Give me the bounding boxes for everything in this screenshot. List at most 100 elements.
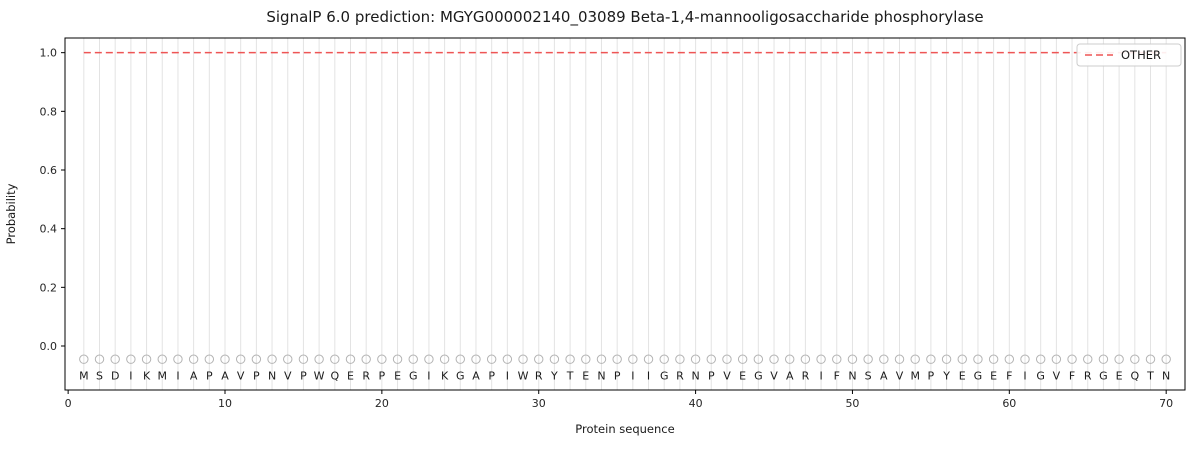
residue-letter: G [1036,369,1045,382]
residue-letter: P [379,369,386,382]
residue-letter: D [111,369,119,382]
y-tick-label: 0.4 [40,223,58,236]
residue-letter: R [676,369,684,382]
residue-marker [706,354,716,364]
residue-marker [298,354,309,364]
residue-marker [283,354,293,364]
residue-marker [173,354,183,364]
y-tick-label: 0.6 [40,164,58,177]
x-tick-label: 30 [532,397,546,410]
residue-letter: P [488,369,495,382]
residue-letter: K [143,369,151,382]
residue-marker [1067,354,1077,364]
residue-marker [1004,354,1015,364]
residue-letter: A [880,369,888,382]
residue-marker [1145,354,1156,364]
residue-marker [957,354,967,364]
residue-letter: G [974,369,983,382]
residue-letter: N [1162,369,1170,382]
residue-marker [596,354,607,364]
residue-marker [188,354,199,364]
residue-letter: E [394,369,401,382]
residue-letter: T [1146,369,1154,382]
x-tick-label: 10 [218,397,232,410]
residue-letter: P [253,369,260,382]
residue-letter: N [691,369,699,382]
residue-letter: F [1069,369,1075,382]
residue-letter: P [300,369,307,382]
x-tick-label: 60 [1002,397,1016,410]
residue-marker [361,354,371,364]
residue-marker [1035,354,1046,364]
residue-letter: W [314,369,325,382]
legend: OTHER [1076,43,1182,67]
residue-letter: P [614,369,621,382]
residue-markers [79,354,1171,364]
residue-marker [220,354,230,364]
residue-letter: I [647,369,650,382]
residue-marker [79,354,89,364]
residue-letter: I [506,369,509,382]
residue-letter: S [96,369,103,382]
y-tick-label: 0.8 [40,105,58,118]
residue-marker [832,354,842,364]
residue-letter: A [472,369,480,382]
residue-letter: Q [1130,369,1139,382]
residue-marker [235,354,246,364]
residue-marker [785,354,795,364]
y-tick-label: 0.0 [40,340,58,353]
residue-marker [486,354,497,364]
residue-marker [1130,354,1140,364]
legend-label-other: OTHER [1121,48,1161,62]
residue-marker [737,354,748,364]
residue-letter: R [535,369,543,382]
residue-letter: I [427,369,430,382]
residue-letter: E [990,369,997,382]
residue-letter: I [631,369,634,382]
residue-marker [847,354,858,364]
residue-marker [408,354,418,364]
residue-letter: R [362,369,370,382]
residue-letter: V [770,369,778,382]
x-tick-label: 70 [1159,397,1173,410]
residue-letter: V [723,369,731,382]
x-tick-label: 40 [689,397,703,410]
residue-letter: M [910,369,920,382]
residue-marker [1083,354,1093,364]
residue-marker [141,354,152,364]
residue-marker [926,354,936,364]
residue-marker [471,354,481,364]
residue-marker [126,354,136,364]
residue-letter: I [1023,369,1026,382]
residue-marker [816,354,826,364]
x-tick-label: 0 [65,397,72,410]
residue-letter: W [518,369,529,382]
residue-letter: E [582,369,589,382]
residue-marker [581,354,591,364]
residue-marker [345,354,356,364]
gridlines [83,38,1167,390]
residue-marker [267,354,277,364]
y-tick-label: 0.2 [40,281,58,294]
residue-marker [1161,354,1171,364]
residue-letter: V [1053,369,1061,382]
residue-letter: M [79,369,89,382]
residue-marker [643,354,654,364]
residue-marker [894,354,905,364]
x-tick-label: 20 [375,397,389,410]
y-axis-ticks: 0.0 0.2 0.4 0.6 0.8 1.0 [40,47,65,353]
residue-letter: Q [330,369,339,382]
residue-marker [800,354,811,364]
residue-letter: R [802,369,810,382]
residue-letter: G [754,369,763,382]
residue-marker [110,354,120,364]
legend-box [1076,43,1182,67]
residue-letter: E [1116,369,1123,382]
residue-letter: G [456,369,465,382]
residue-letter: I [176,369,179,382]
residue-marker [863,354,873,364]
residue-marker [628,354,638,364]
residue-marker [502,354,513,364]
residue-letter: F [1006,369,1012,382]
